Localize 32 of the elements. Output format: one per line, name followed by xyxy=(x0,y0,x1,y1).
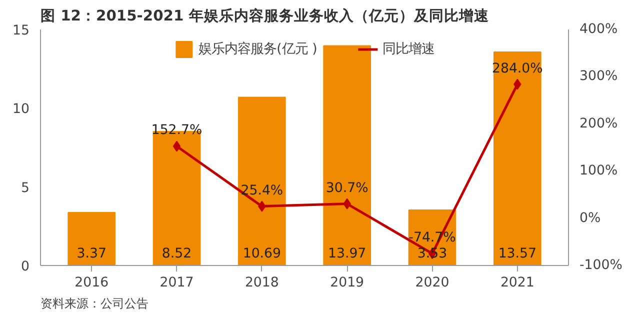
x-tick-label: 2018 xyxy=(244,276,279,290)
y2-tick-label: 400% xyxy=(580,22,618,37)
data-label: 25.4% xyxy=(240,183,284,198)
y2-tick-label: 100% xyxy=(580,164,618,179)
data-label: 30.7% xyxy=(326,180,368,196)
point xyxy=(172,140,181,152)
bar xyxy=(323,45,371,266)
legend-label: 同比增速 xyxy=(382,40,434,58)
data-label: 3.37 xyxy=(76,246,106,262)
x-tick-label: 2021 xyxy=(500,276,534,290)
y2-tick-label: 0% xyxy=(580,210,601,226)
y-tick-label: 0 xyxy=(21,260,30,274)
data-label: 8.52 xyxy=(162,246,192,262)
bar xyxy=(68,212,116,266)
data-label: 13.97 xyxy=(328,246,366,262)
y-tick-label: 10 xyxy=(12,102,30,118)
y2-tick-label: -100% xyxy=(580,258,622,273)
data-label: 13.57 xyxy=(498,246,536,262)
x-tick-label: 2017 xyxy=(160,276,194,290)
y-tick-label: 15 xyxy=(12,24,30,38)
y2-tick-label: 200% xyxy=(580,116,618,132)
bar xyxy=(493,52,542,266)
text: 资料来源：公司公告 xyxy=(40,296,148,310)
data-label: 10.69 xyxy=(242,246,281,262)
y-tick-label: 5 xyxy=(21,180,30,196)
x-tick-label: 2016 xyxy=(74,276,109,290)
chart-title: 图 12：2015-2021 年娱乐内容服务业务收入（亿元）及同比增速 xyxy=(40,6,490,24)
bar xyxy=(238,96,286,266)
y2-tick-label: 300% xyxy=(580,69,618,84)
legend-label: 娱乐内容服务(亿元 ) xyxy=(198,40,318,58)
x-tick-label: 2020 xyxy=(415,276,450,290)
x-tick-label: 2019 xyxy=(330,276,364,290)
